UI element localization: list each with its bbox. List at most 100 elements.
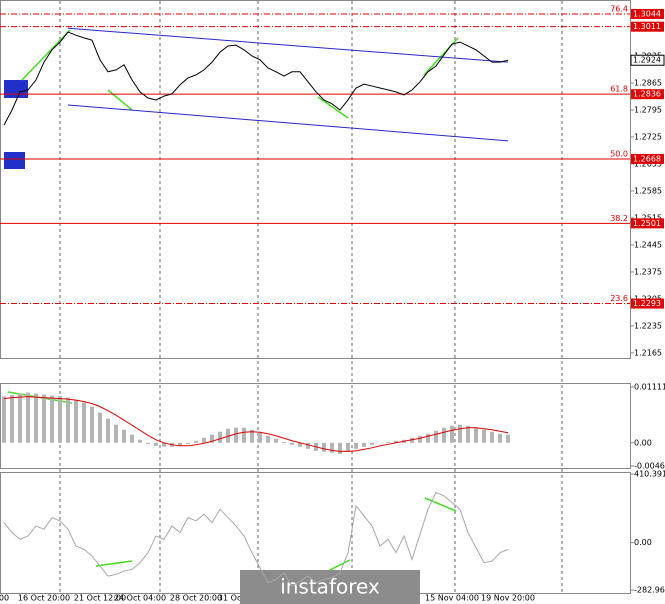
divergence-line [424, 497, 457, 512]
fib-label: 38.2 [610, 214, 628, 223]
histogram-bar [194, 440, 198, 443]
histogram-bar [498, 433, 502, 443]
divergence-line [21, 29, 71, 81]
y-tick-label: 1.2375 [634, 267, 662, 276]
histogram-bar [122, 429, 126, 443]
histogram-bar [258, 432, 262, 443]
watermark-box [240, 570, 420, 604]
x-tick-label: 28 Oct 20:00 [170, 594, 222, 603]
histogram-bar [370, 442, 374, 445]
histogram-bar [346, 442, 350, 452]
macd-panel [0, 383, 631, 469]
histogram-bar [10, 395, 14, 443]
histogram-bar [178, 442, 182, 446]
y-tick-label: 1.2165 [634, 348, 662, 357]
y-tick-label: 1.2725 [634, 132, 662, 141]
histogram-bar [90, 406, 94, 443]
histogram-bar [322, 442, 326, 452]
price-panel [0, 0, 631, 359]
divergence-line [107, 89, 133, 111]
x-tick-label: 16 Oct 20:00 [18, 594, 70, 603]
histogram-bar [130, 434, 134, 443]
histogram-bar [274, 438, 278, 443]
divergence-lines [7, 29, 459, 577]
histogram-bar [482, 429, 486, 443]
histogram-bar [42, 394, 46, 443]
y-tick-label: -0.00462 [634, 462, 665, 471]
histogram-bar [474, 427, 478, 443]
histogram-bar [490, 431, 494, 443]
divergence-line [95, 560, 133, 567]
histogram-bar [162, 442, 166, 447]
histogram-bar [418, 435, 422, 443]
y-tick-label: 1.2585 [634, 186, 662, 195]
y-tick-label: 410.3914 [634, 470, 665, 479]
x-tick-label: 00 [0, 594, 9, 603]
histogram-bar [250, 429, 254, 443]
y-tick-label: 0.01111 [634, 383, 665, 392]
histogram-bar [394, 440, 398, 443]
histogram-bar [2, 396, 6, 443]
histogram-bar [18, 393, 22, 443]
histogram-bar [282, 441, 286, 443]
level-label: 1.2668 [633, 154, 661, 163]
histogram-bar [66, 397, 70, 443]
histogram-bar [290, 442, 294, 445]
histogram-bar [298, 442, 302, 447]
histogram-bar [450, 425, 454, 443]
y-tick-label: 0.00 [634, 538, 652, 547]
histogram-bar [354, 442, 358, 449]
level-label-box [631, 153, 664, 164]
level-label-box [631, 8, 664, 19]
divergence-line [317, 96, 349, 119]
y-tick-label: 1.2235 [634, 321, 662, 330]
histogram-bar [506, 434, 510, 443]
level-label-box [631, 298, 664, 309]
y-tick-label: 1.2865 [634, 78, 662, 87]
histogram-bar [154, 442, 158, 446]
level-label: 1.2836 [633, 90, 661, 99]
trend-line [67, 104, 509, 142]
level-label: 1.2293 [633, 299, 661, 308]
price-line [3, 491, 509, 587]
last-price-label: 1.2924 [633, 56, 661, 65]
histogram-bar [58, 396, 62, 443]
signal-line [3, 396, 509, 452]
histogram-bar [50, 395, 54, 443]
y-tick-label: 1.2445 [634, 240, 662, 249]
histogram-bar [434, 430, 438, 443]
y-tick-label: -282.964 [634, 586, 665, 595]
y-tick-label: 0.00 [634, 438, 652, 447]
histogram-bar [138, 439, 142, 443]
level-label-box [631, 21, 664, 32]
histogram-bar [386, 441, 390, 443]
x-tick-label: 24 Oct 04:00 [114, 594, 166, 603]
histogram-bar [242, 427, 246, 443]
y-tick-label: 1.2795 [634, 105, 662, 114]
last-price-box [630, 54, 665, 66]
x-tick-label: 19 Nov 20:00 [481, 594, 535, 603]
histogram-bar [442, 427, 446, 443]
fib-label: 23.6 [610, 294, 628, 303]
fib-label: 76.4 [610, 4, 628, 13]
fib-label: 50.0 [610, 149, 628, 158]
histogram-bar [74, 399, 78, 443]
histogram-bar [202, 437, 206, 443]
histogram-bar [146, 442, 150, 444]
histogram-bar [330, 442, 334, 453]
histogram-bar [218, 431, 222, 443]
trend-line [67, 27, 509, 63]
fib-label: 61.8 [610, 85, 628, 94]
marker-box [4, 80, 28, 98]
level-label: 1.3044 [633, 9, 661, 18]
histogram-bar [338, 442, 342, 454]
histogram-bar [306, 442, 310, 449]
histogram-bar [34, 393, 38, 443]
price-line [3, 31, 509, 126]
level-label-box [631, 218, 664, 229]
y-tick-label: 1.2655 [634, 159, 662, 168]
vertical-grid [59, 1, 563, 593]
histogram-bar [186, 442, 190, 444]
histogram-bar [266, 435, 270, 443]
